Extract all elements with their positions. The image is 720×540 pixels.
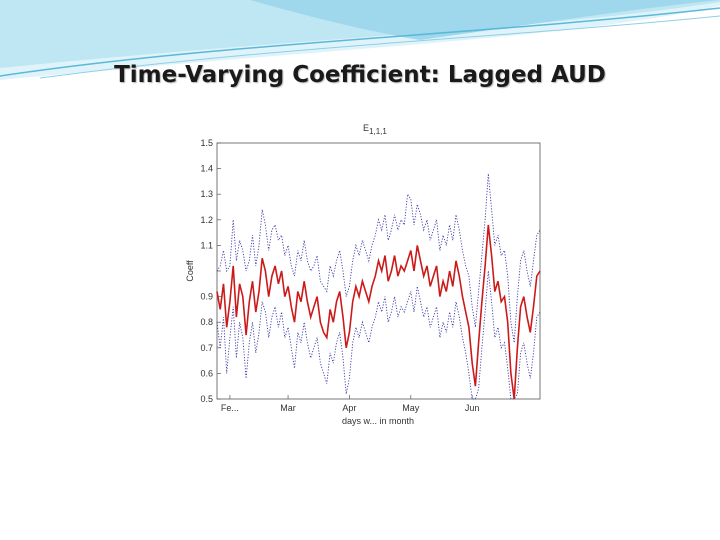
slide-title: Time-Varying Coefficient: Lagged AUD <box>114 62 606 88</box>
x-tick-label: Apr <box>342 403 356 413</box>
swoosh-curve-line <box>0 7 720 77</box>
chart-title-main: E <box>363 123 369 133</box>
y-axis-label: Coeff <box>185 260 195 282</box>
y-tick-label: 0.5 <box>200 394 213 404</box>
y-tick-label: 1.2 <box>200 215 213 225</box>
x-tick-label: Jun <box>465 403 480 413</box>
upper-band-line <box>216 173 541 343</box>
x-tick-label: Mar <box>280 403 296 413</box>
y-tick-label: 1.5 <box>200 138 213 148</box>
y-axis-ticks: 0.5 0.6 0.7 0.8 0.9 1.1 1.2 1.3 1.4 1.5 <box>200 138 221 404</box>
series-layer <box>216 173 541 400</box>
swoosh-curve-line-2 <box>39 15 720 79</box>
y-tick-label: 1.1 <box>200 240 213 250</box>
chart-title-sub: 1,1,1 <box>369 127 387 136</box>
x-axis-label: days w... in month <box>342 416 414 426</box>
lower-band-line <box>216 270 541 400</box>
plot-frame <box>216 142 541 400</box>
header-swoosh-decoration <box>0 0 720 80</box>
y-tick-label: 0.6 <box>200 368 213 378</box>
x-tick-label: May <box>402 403 420 413</box>
x-tick-label: Fe... <box>221 403 239 413</box>
coefficient-estimate-line <box>216 224 541 400</box>
swoosh-dark-band <box>250 0 720 40</box>
y-tick-label: 1.3 <box>200 189 213 199</box>
y-tick-label: 0.8 <box>200 317 213 327</box>
chart-title: E1,1,1 <box>363 123 387 136</box>
y-tick-label: 0.7 <box>200 343 213 353</box>
y-tick-label: 1.4 <box>200 164 213 174</box>
y-tick-label: 0.9 <box>200 292 213 302</box>
